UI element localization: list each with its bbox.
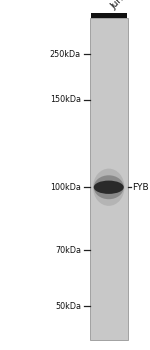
- Ellipse shape: [94, 175, 124, 199]
- Text: FYB: FYB: [132, 183, 149, 192]
- Bar: [90, 18, 128, 340]
- Text: 250kDa: 250kDa: [50, 50, 81, 59]
- Ellipse shape: [94, 181, 124, 194]
- Text: 100kDa: 100kDa: [50, 183, 81, 192]
- Text: Jurkat: Jurkat: [109, 0, 134, 11]
- Text: 50kDa: 50kDa: [55, 302, 81, 311]
- Text: 70kDa: 70kDa: [55, 246, 81, 255]
- Bar: [91, 13, 127, 18]
- Ellipse shape: [93, 169, 124, 206]
- Text: 150kDa: 150kDa: [50, 95, 81, 104]
